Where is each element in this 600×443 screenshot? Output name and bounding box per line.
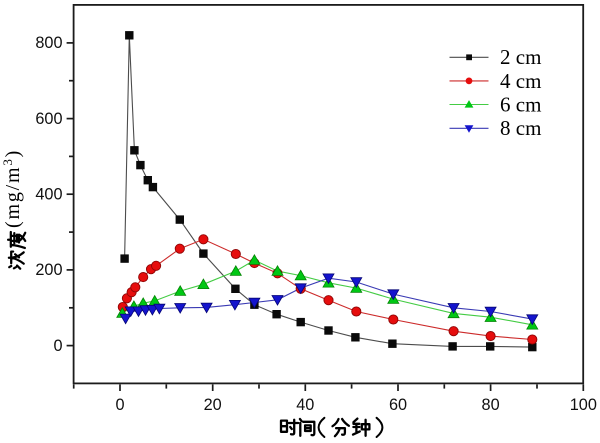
- svg-text:40: 40: [296, 396, 314, 414]
- svg-text:0: 0: [115, 396, 124, 414]
- svg-text:100: 100: [570, 396, 597, 414]
- svg-text:80: 80: [482, 396, 500, 414]
- svg-text:200: 200: [35, 261, 62, 279]
- svg-text:800: 800: [35, 34, 62, 52]
- svg-text:8 cm: 8 cm: [500, 116, 541, 140]
- svg-text:60: 60: [389, 396, 407, 414]
- svg-text:400: 400: [35, 186, 62, 204]
- svg-text:4 cm: 4 cm: [500, 69, 541, 93]
- svg-text:20: 20: [204, 396, 222, 414]
- svg-text:0: 0: [53, 337, 62, 355]
- svg-text:2 cm: 2 cm: [500, 45, 541, 69]
- svg-text:6 cm: 6 cm: [500, 92, 541, 116]
- svg-text:600: 600: [35, 110, 62, 128]
